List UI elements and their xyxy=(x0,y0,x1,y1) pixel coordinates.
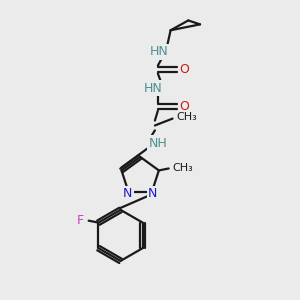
Text: CH₃: CH₃ xyxy=(172,164,193,173)
Text: NH: NH xyxy=(148,136,167,150)
Text: HN: HN xyxy=(144,82,162,95)
Text: CH₃: CH₃ xyxy=(176,112,197,122)
Text: F: F xyxy=(77,214,84,227)
Text: N: N xyxy=(148,187,158,200)
Text: N: N xyxy=(123,187,132,200)
Text: O: O xyxy=(179,100,189,113)
Text: HN: HN xyxy=(149,45,168,58)
Text: O: O xyxy=(179,63,189,76)
